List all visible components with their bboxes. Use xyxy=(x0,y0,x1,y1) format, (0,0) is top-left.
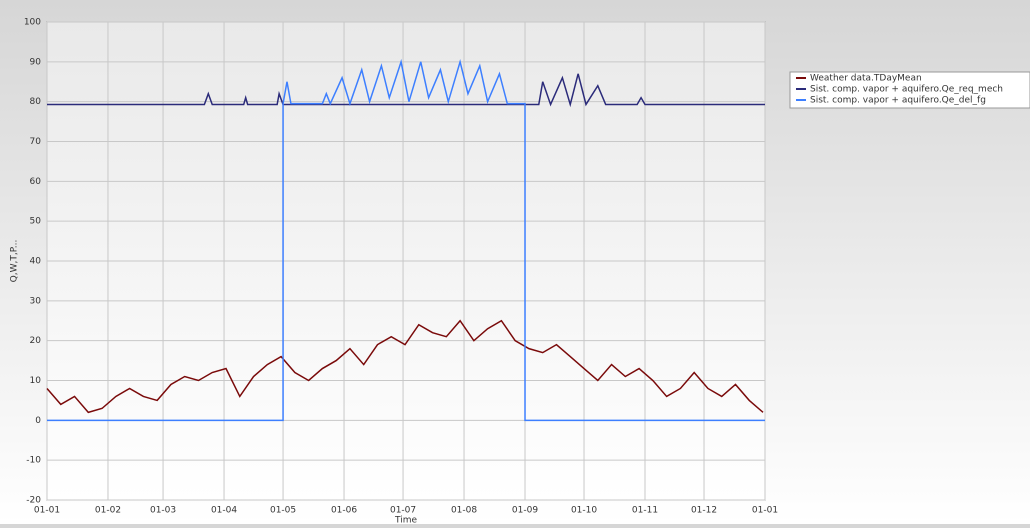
legend-label: Weather data.TDayMean xyxy=(810,74,922,84)
legend-label: Sist. comp. vapor + aquifero.Qe_req_mech xyxy=(810,85,1003,95)
x-tick-label: 01-08 xyxy=(451,506,477,516)
x-tick-label: 01-04 xyxy=(211,506,237,516)
series-line xyxy=(47,58,765,422)
x-axis-label: Time xyxy=(394,516,417,525)
x-tick-label: 01-03 xyxy=(150,506,176,516)
x-tick-label: 01-12 xyxy=(691,506,717,516)
x-tick-label: 01-07 xyxy=(390,506,416,516)
legend-label: Sist. comp. vapor + aquifero.Qe_del_fg xyxy=(810,96,986,106)
series-line xyxy=(46,319,764,414)
y-tick-label: 0 xyxy=(35,416,41,426)
y-tick-label: 100 xyxy=(24,18,41,28)
x-tick-label: 01-05 xyxy=(270,506,296,516)
y-tick-label: 60 xyxy=(30,177,42,187)
x-tick-label: 01-02 xyxy=(95,506,121,516)
y-tick-label: -10 xyxy=(26,456,41,466)
y-tick-label: 30 xyxy=(30,296,42,306)
legend-box xyxy=(789,71,1030,109)
x-tick-label: 01-01 xyxy=(34,506,60,516)
y-tick-label: 70 xyxy=(30,137,42,147)
x-tick-label: 01-06 xyxy=(331,506,357,516)
x-tick-label: 01-01 xyxy=(752,506,778,516)
y-tick-label: 40 xyxy=(30,257,42,267)
series-line xyxy=(47,73,765,108)
y-tick-label: 10 xyxy=(30,376,42,386)
y-tick-label: 90 xyxy=(30,57,42,67)
y-axis-label: Q,W,T,P... xyxy=(10,240,20,283)
y-tick-label: -20 xyxy=(26,496,41,506)
x-tick-label: 01-11 xyxy=(632,506,658,516)
y-tick-label: 80 xyxy=(30,97,42,107)
y-tick-label: 20 xyxy=(30,336,42,346)
x-tick-label: 01-09 xyxy=(512,506,538,516)
x-tick-label: 01-10 xyxy=(571,506,597,516)
y-tick-label: 50 xyxy=(30,217,42,227)
